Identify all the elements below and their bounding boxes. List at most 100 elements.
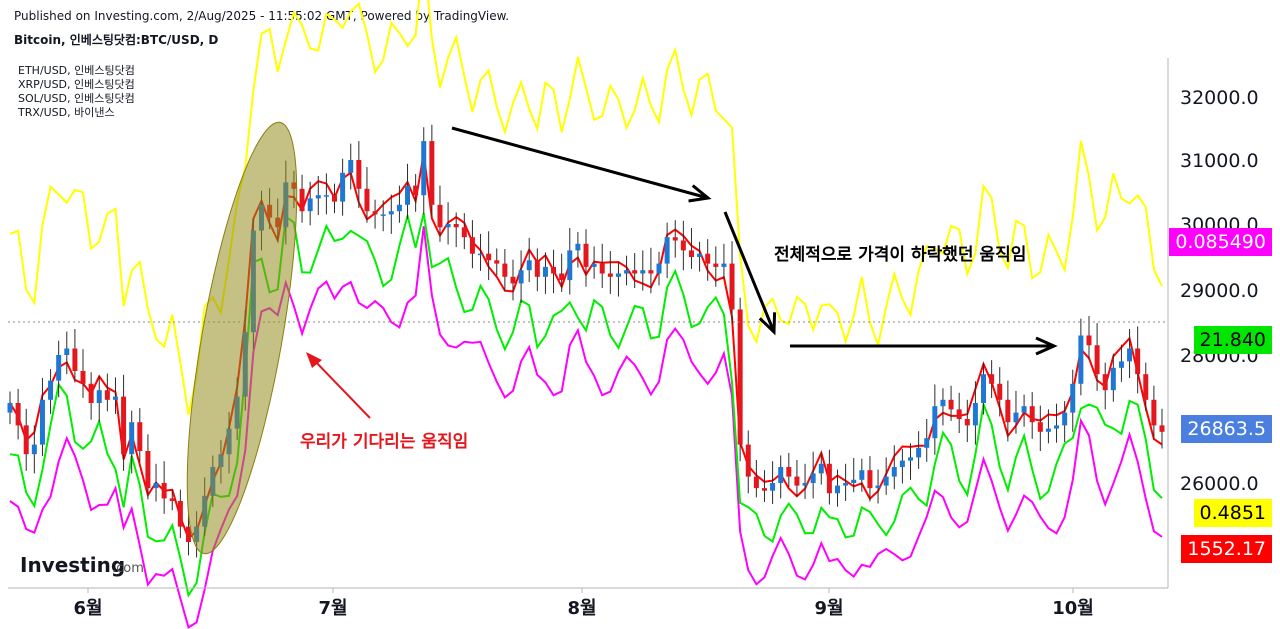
- candle-body: [899, 460, 905, 467]
- logo-name: Investing: [20, 553, 125, 577]
- candle-body: [786, 467, 792, 477]
- candle-body: [145, 451, 151, 489]
- black-arrow-3-head: [1035, 336, 1058, 356]
- black-arrow-2-head: [758, 312, 777, 336]
- candle-body: [924, 438, 930, 448]
- candle-body: [7, 403, 13, 413]
- candle-body: [818, 463, 824, 474]
- candle-body: [1021, 406, 1027, 413]
- candle-body: [761, 488, 767, 491]
- legend-item-xrp[interactable]: XRP/USD, 인베스팅닷컴: [18, 78, 135, 91]
- candle-body: [972, 403, 978, 426]
- candle-body: [1135, 348, 1141, 375]
- candle-body: [494, 260, 500, 264]
- btc-candles: [7, 124, 1165, 558]
- investing-logo: Investing.com: [20, 553, 144, 577]
- candle-body: [1127, 348, 1133, 362]
- candle-body: [891, 467, 897, 477]
- candle-body: [39, 399, 45, 445]
- candle-body: [1102, 374, 1108, 391]
- candle-body: [1151, 399, 1157, 426]
- candle-body: [112, 396, 118, 400]
- candle-body: [1045, 428, 1051, 432]
- candle-body: [648, 270, 654, 274]
- annotations: 우리가 기다리는 움직임 전체적으로 가격이 하락했던 움직임: [186, 121, 1058, 555]
- candle-body: [753, 476, 759, 489]
- candle-body: [851, 479, 857, 483]
- black-arrow-1-head: [688, 184, 712, 203]
- candle-body: [607, 273, 613, 277]
- candle-body: [1110, 367, 1116, 391]
- candle-body: [826, 463, 832, 494]
- candle-body: [680, 240, 686, 251]
- candle-body: [599, 263, 605, 274]
- candle-body: [615, 273, 621, 277]
- x-tick-label: 10월: [1052, 598, 1094, 619]
- candle-body: [153, 483, 159, 489]
- candle-body: [688, 250, 694, 257]
- candle-body: [721, 263, 727, 267]
- symbol-title: Bitcoin, 인베스팅닷컴:BTC/USD, D: [14, 33, 219, 47]
- candle-body: [461, 227, 467, 238]
- candle-body: [883, 476, 889, 486]
- candle-body: [956, 409, 962, 419]
- candle-body: [453, 224, 459, 228]
- red-arrow-line: [311, 357, 371, 419]
- candle-body: [340, 172, 346, 202]
- legend-item-eth[interactable]: ETH/USD, 인베스팅닷컴: [18, 64, 135, 77]
- candle-body: [859, 470, 865, 480]
- candle-body: [129, 422, 135, 455]
- candle-body: [469, 237, 475, 254]
- candle-body: [770, 483, 776, 491]
- candle-body: [948, 399, 954, 410]
- candle-body: [834, 485, 840, 494]
- candle-body: [56, 355, 62, 381]
- candle-body: [810, 473, 816, 483]
- price-tag-sol: 21.840: [1193, 326, 1272, 354]
- candle-body: [185, 526, 191, 543]
- candle-body: [15, 403, 21, 426]
- candle-body: [583, 243, 589, 267]
- published-line: Published on Investing.com, 2/Aug/2025 -…: [14, 9, 510, 23]
- candle-body: [72, 348, 78, 371]
- x-tick-label: 7월: [318, 598, 347, 619]
- candle-body: [697, 253, 703, 257]
- candle-body: [575, 243, 581, 251]
- price-tag-trx: 0.4851: [1193, 499, 1272, 527]
- candle-body: [137, 422, 143, 451]
- candle-body: [1013, 412, 1019, 423]
- candle-body: [396, 204, 402, 212]
- candle-body: [981, 374, 987, 403]
- series-legend: ETH/USD, 인베스팅닷컴 XRP/USD, 인베스팅닷컴 SOL/USD,…: [18, 64, 135, 120]
- candle-body: [559, 273, 565, 281]
- candle-body: [1143, 374, 1149, 400]
- candle-body: [518, 270, 524, 284]
- candle-body: [510, 276, 516, 284]
- candle-body: [1037, 422, 1043, 432]
- legend-item-trx[interactable]: TRX/USD, 바이낸스: [18, 106, 115, 119]
- candle-body: [551, 266, 557, 274]
- candle-body: [542, 266, 548, 277]
- candle-body: [794, 476, 800, 486]
- candle-body: [526, 260, 532, 271]
- candle-body: [1070, 383, 1076, 413]
- candle-body: [31, 444, 37, 455]
- candle-body: [23, 425, 29, 455]
- legend-item-sol[interactable]: SOL/USD, 인베스팅닷컴: [18, 92, 135, 105]
- candle-body: [1029, 406, 1035, 423]
- candle-body: [1086, 335, 1092, 346]
- candle-body: [1159, 425, 1165, 432]
- candle-body: [121, 396, 127, 455]
- price-tag-xrp: 0.085490: [1169, 228, 1272, 256]
- candle-body: [737, 309, 743, 445]
- candle-body: [332, 195, 338, 202]
- candle-body: [1118, 361, 1124, 368]
- time-axis: 6월 7월 8월 9월 10월: [8, 587, 1168, 619]
- series-line-trx: [9, 0, 1163, 416]
- candle-body: [299, 188, 305, 212]
- candle-body: [713, 263, 719, 267]
- candle-body: [632, 270, 638, 274]
- candle-body: [802, 483, 808, 486]
- candle-body: [80, 371, 86, 384]
